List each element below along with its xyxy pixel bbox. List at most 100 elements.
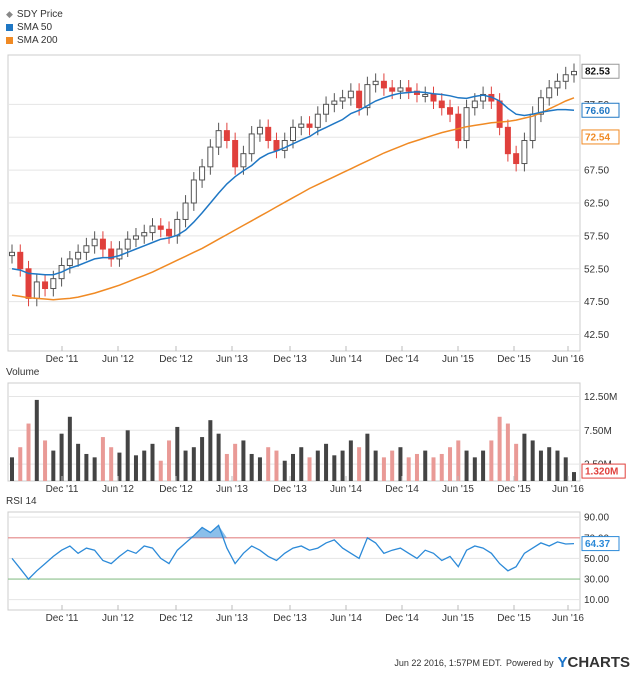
volume-bar <box>340 450 345 481</box>
candle-body <box>513 153 520 165</box>
volume-bar <box>158 460 163 481</box>
volume-bar <box>398 447 403 481</box>
volume-bar <box>34 399 39 481</box>
x-tick-label: Dec '13 <box>273 484 307 495</box>
candle-body <box>17 251 24 270</box>
candle-body <box>207 146 214 168</box>
last-value-label: 72.54 <box>585 132 610 143</box>
x-tick-label: Dec '11 <box>46 613 79 624</box>
x-tick-label: Jun '16 <box>552 354 584 365</box>
price-diamond-icon: ◆ <box>6 9 13 19</box>
candle-body <box>190 179 197 204</box>
volume-bar <box>332 455 337 481</box>
y-tick-label: 90.00 <box>584 513 609 524</box>
candle-body <box>389 87 396 92</box>
x-tick-label: Jun '12 <box>102 613 134 624</box>
legend-label: SMA 200 <box>17 35 58 46</box>
candle-body <box>356 90 363 109</box>
volume-bar <box>133 455 138 481</box>
candle-body <box>471 100 478 109</box>
candle-body <box>50 278 57 290</box>
candle-body <box>256 126 263 135</box>
x-tick-label: Dec '15 <box>497 354 531 365</box>
volume-bar <box>191 447 196 481</box>
candle-body <box>571 70 577 76</box>
volume-bar <box>299 447 304 481</box>
volume-bar <box>282 460 287 481</box>
candle-body <box>83 245 90 253</box>
legend-item-sma200: SMA 200 <box>6 34 63 47</box>
volume-bar <box>348 440 353 481</box>
volume-bar <box>84 453 89 481</box>
sma50-line <box>11 91 575 276</box>
candle-body <box>463 107 470 142</box>
candle-body <box>248 133 255 155</box>
x-tick-label: Dec '15 <box>497 613 531 624</box>
candle-body <box>430 93 437 102</box>
rsi-pane-frame <box>7 511 581 611</box>
y-tick-label: 7.50M <box>584 426 612 437</box>
candle-body <box>290 126 296 142</box>
volume-x-ticks: Dec '11 Jun '12 Dec '12 Jun '13 Dec '13 Jun '… <box>46 476 584 495</box>
x-tick-label: Jun '14 <box>330 484 362 495</box>
volume-bar <box>497 416 502 481</box>
price-grid <box>8 103 580 336</box>
volume-bar <box>274 450 279 481</box>
candle-body <box>273 140 280 151</box>
candle-body <box>157 225 164 230</box>
x-tick-label: Dec '14 <box>385 613 419 624</box>
candle-body <box>116 248 123 260</box>
legend-item-price: ◆ SDY Price <box>6 8 63 21</box>
x-tick-label: Jun '12 <box>102 484 134 495</box>
x-tick-label: Jun '15 <box>442 484 474 495</box>
x-tick-label: Jun '12 <box>102 354 134 365</box>
last-value-label: 64.37 <box>585 539 610 550</box>
powered-by-text: Powered by <box>505 657 554 668</box>
candle-body <box>124 238 131 250</box>
last-value-box <box>581 63 620 79</box>
candle-body <box>339 97 346 102</box>
candle-body <box>537 97 544 115</box>
y-tick-label: 42.50 <box>584 330 609 341</box>
candle-body <box>372 80 379 86</box>
x-tick-label: Jun '14 <box>330 354 362 365</box>
x-tick-label: Dec '12 <box>159 354 193 365</box>
candle-body <box>496 100 503 128</box>
last-value-box <box>581 102 620 118</box>
ycharts-logo[interactable]: YCHARTS <box>557 654 630 671</box>
volume-bar <box>76 443 81 481</box>
candle-body <box>132 235 139 240</box>
candle-body <box>529 113 536 142</box>
volume-bar <box>150 443 155 481</box>
volume-bar <box>538 450 543 481</box>
volume-bar <box>307 457 312 481</box>
candle-body <box>455 113 462 142</box>
candle-body <box>314 113 321 128</box>
volume-last-label: 1.320M <box>581 463 626 479</box>
x-tick-label: Jun '13 <box>216 613 248 624</box>
volume-bar <box>481 450 486 481</box>
volume-bar <box>555 450 560 481</box>
volume-bar <box>216 433 221 481</box>
volume-bar <box>315 450 320 481</box>
price-last-labels: 82.53 76.60 72.54 <box>581 63 620 145</box>
candle-body <box>75 251 82 260</box>
x-tick-label: Dec '13 <box>273 354 307 365</box>
candle-body <box>504 126 511 155</box>
x-tick-label: Dec '14 <box>385 484 419 495</box>
volume-bar <box>26 423 31 481</box>
volume-bar <box>142 450 147 481</box>
candle-body <box>199 166 206 181</box>
last-value-box <box>581 536 620 552</box>
legend: ◆ SDY Price SMA 50 SMA 200 <box>6 8 63 47</box>
candle-body <box>447 107 454 115</box>
y-tick-label: 30.00 <box>584 575 609 586</box>
x-tick-label: Jun '15 <box>442 613 474 624</box>
candle-body <box>298 123 305 128</box>
volume-bar <box>381 457 386 481</box>
last-value-label: 1.320M <box>585 467 618 478</box>
x-tick-label: Jun '16 <box>552 613 584 624</box>
volume-bar <box>514 443 519 481</box>
